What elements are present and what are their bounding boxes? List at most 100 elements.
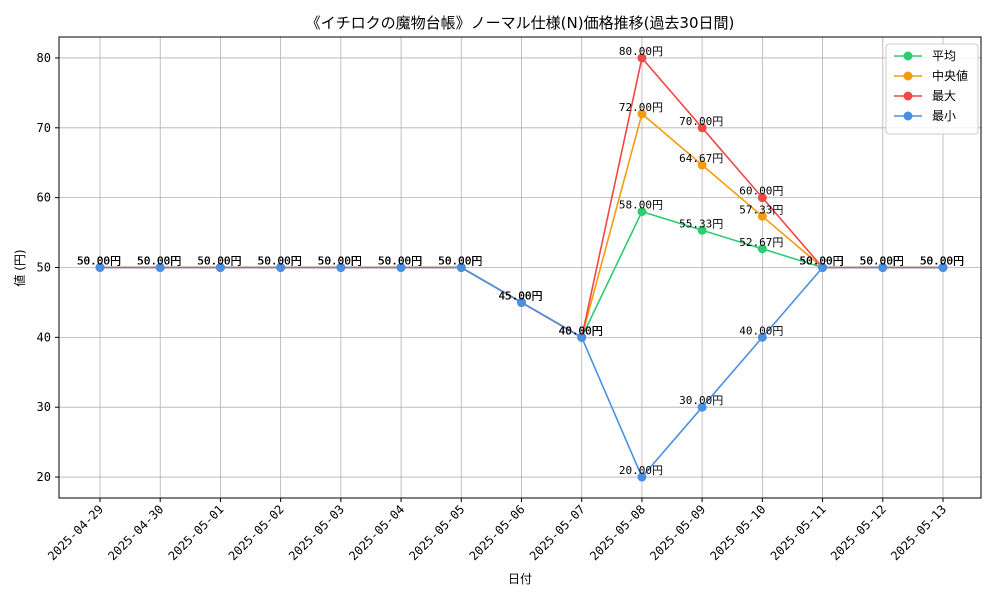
legend-marker [903,71,913,81]
data-label: 50.00円 [920,255,964,268]
legend-box [885,43,979,135]
data-label: 50.00円 [438,255,482,268]
data-label: 50.00円 [800,255,844,268]
data-label: 40.00円 [559,324,603,337]
data-label: 50.00円 [800,255,844,268]
y-tick-label: 70 [37,121,51,135]
data-label: 58.00円 [619,199,663,212]
x-tick-label: 2025-05-04 [346,502,407,563]
data-label: 55.33円 [679,217,723,230]
data-label: 50.00円 [318,255,362,268]
data-point [577,332,587,342]
data-label: 50.00円 [197,255,241,268]
data-label: 40.00円 [559,324,603,337]
data-label: 50.00円 [258,255,302,268]
data-label: 50.00円 [378,255,422,268]
y-tick-label: 20 [37,470,51,484]
data-point [697,402,707,412]
data-label: 50.00円 [318,255,362,268]
data-label: 45.00円 [498,289,542,302]
y-axis-label: 値 (円) [12,249,27,286]
data-point [95,263,105,272]
x-axis-label: 日付 [508,572,532,586]
y-tick-label: 80 [37,51,51,65]
x-tick-label: 2025-05-02 [226,502,287,563]
chart-title: 《イチロクの魔物台帳》ノーマル仕様(N)価格推移(過去30日間) [306,14,735,32]
data-label: 50.00円 [77,255,121,268]
data-label: 57.33円 [739,203,783,216]
y-tick-label: 50 [37,261,51,275]
data-label: 50.00円 [438,255,482,268]
data-label: 50.00円 [860,255,904,268]
data-label: 50.00円 [137,255,181,268]
data-label: 45.00円 [498,289,542,302]
data-label: 40.00円 [559,324,603,337]
x-tick-label: 2025-05-11 [768,502,829,563]
data-label-layer: 50.00円 50.00円 50.00円 50.00円 50.00円 50.00円 50.0… [77,45,964,477]
data-label: 50.00円 [378,255,422,268]
data-label: 60.00円 [739,185,783,198]
data-point [757,193,767,203]
data-point [818,263,828,272]
data-label: 50.00円 [378,255,422,268]
data-point [276,263,286,272]
data-point [155,263,165,272]
x-tick-label: 2025-05-13 [888,502,949,563]
data-label: 50.00円 [258,255,302,268]
data-point [637,109,647,119]
data-point [878,263,888,272]
plot-frame [58,36,982,499]
data-point [757,244,767,254]
y-tick-label: 30 [37,400,51,414]
data-label: 64.67円 [679,152,723,165]
data-point [697,225,707,235]
data-label: 50.00円 [137,255,181,268]
data-label: 50.00円 [800,255,844,268]
data-label: 50.00円 [258,255,302,268]
data-point [396,263,406,272]
legend-marker [903,91,913,101]
x-tick-label: 2025-05-08 [587,502,648,563]
data-label: 50.00円 [137,255,181,268]
legend-label: 中央値 [932,68,968,83]
data-label: 50.00円 [860,255,904,268]
data-label: 50.00円 [197,255,241,268]
data-point [517,297,526,307]
data-point [637,207,647,217]
data-label: 80.00円 [619,45,663,58]
data-label: 30.00円 [679,394,723,407]
data-label: 50.00円 [438,255,482,268]
data-label: 52.67円 [739,236,783,249]
data-label: 50.00円 [800,255,844,268]
data-label: 50.00円 [860,255,904,268]
y-tick-label: 60 [37,191,51,205]
data-point [697,160,707,170]
data-point [697,123,707,133]
data-point [215,263,225,272]
data-label: 50.00円 [438,255,482,268]
data-label: 50.00円 [920,255,964,268]
legend-label: 平均 [932,49,956,63]
data-label: 20.00円 [619,464,663,477]
data-label: 50.00円 [318,255,362,268]
x-tick-label: 2025-05-07 [527,502,588,563]
x-tick-label: 2025-05-03 [286,502,347,563]
data-label: 50.00円 [860,255,904,268]
legend-marker [903,51,913,61]
x-tick-label: 2025-04-29 [45,502,106,563]
x-tick-label: 2025-05-10 [707,502,768,563]
y-tick-label: 40 [37,330,51,344]
data-point [938,263,948,272]
series-layer [95,53,948,482]
legend-marker [903,111,913,121]
x-tick-label: 2025-05-05 [406,502,467,563]
data-label: 70.00円 [679,115,723,128]
x-tick-label: 2025-05-09 [647,502,708,563]
data-label: 50.00円 [378,255,422,268]
data-label: 50.00円 [920,255,964,268]
data-label: 50.00円 [77,255,121,268]
legend-label: 最小 [932,109,956,123]
